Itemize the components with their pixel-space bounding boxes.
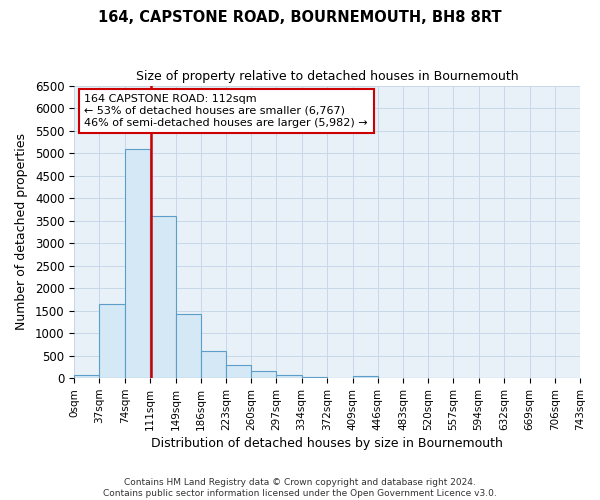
Bar	[302, 377, 328, 378]
Bar	[353, 376, 378, 378]
Bar	[100, 304, 125, 378]
Bar	[251, 372, 277, 378]
X-axis label: Distribution of detached houses by size in Bournemouth: Distribution of detached houses by size …	[151, 437, 503, 450]
Bar	[125, 150, 150, 378]
Bar	[226, 364, 251, 378]
Bar	[150, 216, 176, 378]
Bar	[277, 375, 302, 378]
Text: 164 CAPSTONE ROAD: 112sqm
← 53% of detached houses are smaller (6,767)
46% of se: 164 CAPSTONE ROAD: 112sqm ← 53% of detac…	[85, 94, 368, 128]
Y-axis label: Number of detached properties: Number of detached properties	[15, 134, 28, 330]
Bar	[74, 375, 100, 378]
Text: Contains HM Land Registry data © Crown copyright and database right 2024.
Contai: Contains HM Land Registry data © Crown c…	[103, 478, 497, 498]
Bar	[201, 350, 226, 378]
Title: Size of property relative to detached houses in Bournemouth: Size of property relative to detached ho…	[136, 70, 518, 83]
Text: 164, CAPSTONE ROAD, BOURNEMOUTH, BH8 8RT: 164, CAPSTONE ROAD, BOURNEMOUTH, BH8 8RT	[98, 10, 502, 25]
Bar	[176, 314, 201, 378]
